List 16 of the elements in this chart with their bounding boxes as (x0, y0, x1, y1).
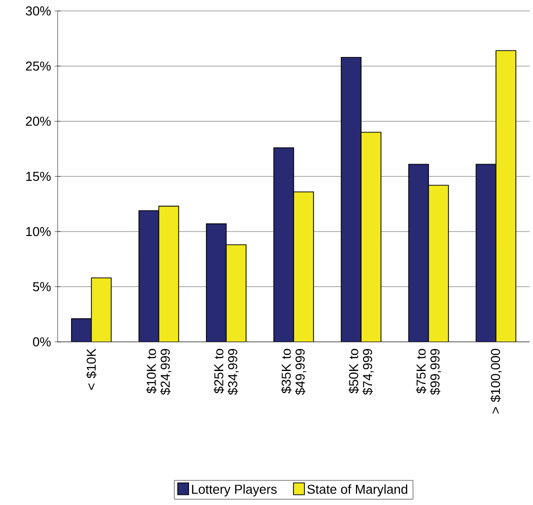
y-tick-label: 30% (26, 6, 51, 16)
legend-label: Lottery Players (192, 484, 277, 496)
y-tick-label: 25% (26, 62, 51, 71)
x-tick-label: $35K to $49,999 (281, 348, 306, 395)
y-tick-label: 10% (26, 227, 51, 236)
x-tick-label: < $10K (86, 348, 97, 390)
legend-label: State of Maryland (307, 484, 408, 496)
x-tick-label: $75K to $99,999 (416, 348, 442, 395)
y-tick-label: 20% (26, 116, 51, 126)
y-tick-label: 0% (32, 337, 51, 347)
x-tick-label: $50K to $74,999 (348, 348, 374, 395)
y-tick-label: 5% (32, 282, 51, 292)
x-tick-label: $10K to $24,999 (146, 348, 172, 395)
x-tick-label: > $100,000 (490, 348, 502, 414)
y-tick-label: 15% (26, 172, 51, 182)
x-tick-label: $25K to $34,999 (214, 348, 239, 395)
